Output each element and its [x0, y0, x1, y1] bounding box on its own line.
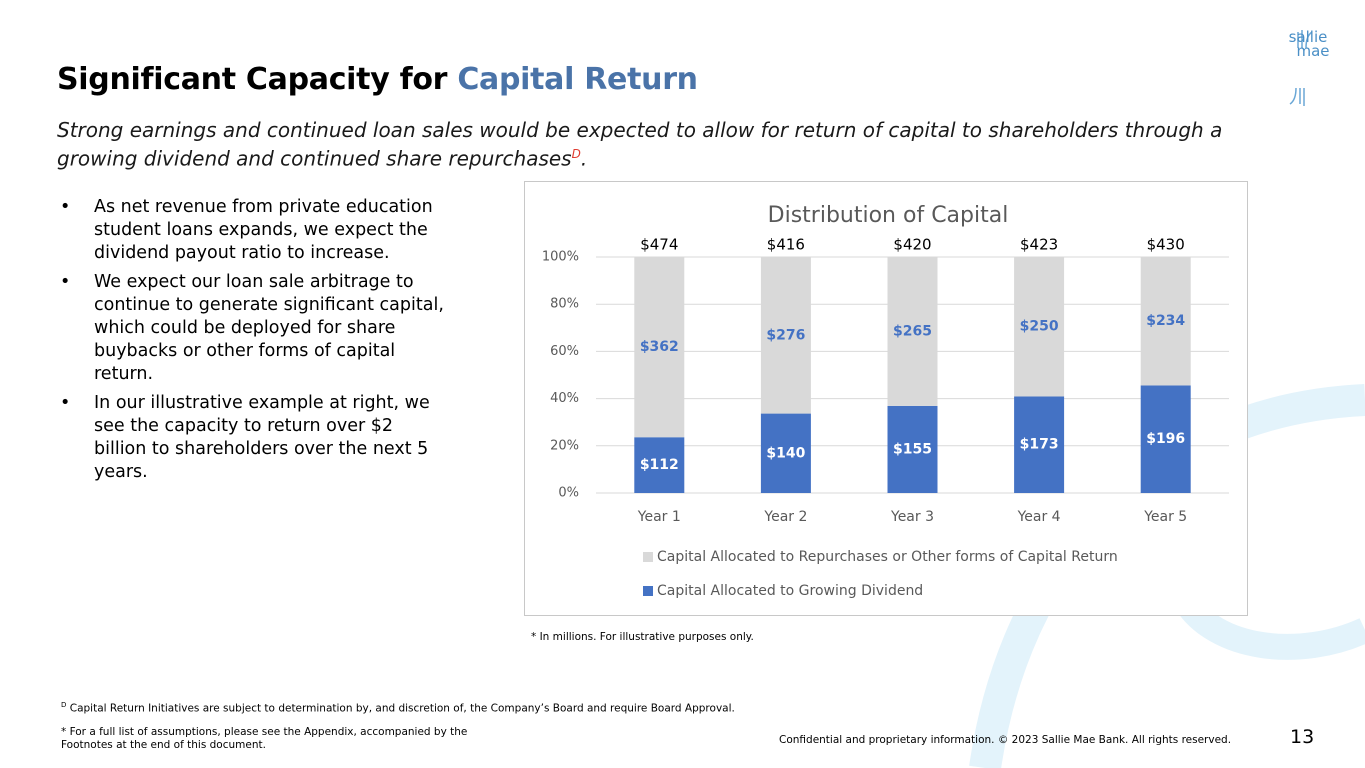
logo: sallie mae [1278, 28, 1338, 60]
y-tick-label: 100% [542, 250, 579, 265]
x-tick-label: Year 1 [637, 509, 681, 525]
chart: Distribution of Capital 0% 20% 40% 60% 80% 10… [542, 203, 1229, 599]
total-label: $420 [893, 236, 931, 254]
bar-segment [887, 257, 938, 406]
bar-segment [760, 413, 811, 493]
data-label: $234 [1146, 313, 1185, 329]
data-label: $155 [893, 441, 932, 457]
footnote: * For a full list of assumptions, please… [61, 726, 468, 751]
y-tick-label: 80% [550, 297, 579, 312]
logo-text: mae [1296, 42, 1330, 60]
data-label: $196 [1146, 431, 1185, 447]
bar-segment [1140, 385, 1191, 493]
total-label: $423 [1020, 236, 1058, 254]
bar-segment [1140, 257, 1191, 386]
data-label: $265 [893, 323, 932, 339]
chart-title: Distribution of Capital [768, 203, 1009, 228]
data-label: $173 [1020, 437, 1059, 453]
bullet: As net revenue from private education st… [58, 196, 448, 265]
x-tick-label: Year 2 [763, 509, 807, 525]
legend-label: Capital Allocated to Growing Dividend [657, 583, 923, 599]
legend-swatch [643, 552, 653, 562]
bar-segment [887, 405, 938, 493]
x-tick-label: Year 4 [1017, 509, 1061, 525]
bar-segment [634, 257, 685, 438]
page-number: 13 [1290, 726, 1315, 748]
data-label: $362 [640, 339, 679, 355]
total-label: $416 [767, 236, 805, 254]
data-label: $112 [640, 457, 679, 473]
bullet: We expect our loan sale arbitrage to con… [58, 271, 448, 386]
total-label: $430 [1147, 236, 1185, 254]
x-tick-label: Year 5 [1143, 509, 1187, 525]
bar-segment [634, 437, 685, 493]
footnote-ref: D [571, 147, 581, 161]
bar-segment [1014, 257, 1065, 397]
legend-swatch [643, 586, 653, 596]
logo-lines [1289, 30, 1313, 106]
footnote-text: Capital Return Initiatives are subject t… [69, 702, 735, 715]
subtitle: Strong earnings and continued loan sales… [57, 118, 1287, 171]
bullet: In our illustrative example at right, we… [58, 392, 448, 484]
y-tick-label: 20% [550, 438, 579, 453]
bar-segment [760, 257, 811, 414]
bar-segment [1014, 396, 1065, 493]
subtitle-text: . [580, 146, 588, 171]
y-tick-label: 40% [550, 391, 579, 406]
legend-label: Capital Allocated to Repurchases or Othe… [657, 549, 1118, 565]
deco-arc [1173, 592, 1365, 660]
footnote: D Capital Return Initiatives are subject… [61, 701, 735, 715]
subtitle-text: Strong earnings and continued loan sales… [57, 118, 1223, 171]
bullet-list: As net revenue from private education st… [58, 196, 448, 490]
x-tick-label: Year 3 [890, 509, 934, 525]
total-label: $474 [640, 236, 678, 254]
y-tick-label: 60% [550, 344, 579, 359]
footnote-mark: D [61, 701, 67, 709]
data-label: $140 [766, 445, 805, 461]
data-label: $276 [766, 327, 805, 343]
title-text: Significant Capacity for [57, 62, 458, 97]
data-label: $250 [1020, 319, 1059, 335]
chart-frame: Distribution of Capital 0% 20% 40% 60% 80% 10… [524, 181, 1248, 616]
slide-title: Significant Capacity for Capital Return [57, 62, 698, 97]
logo-text: sallie [1288, 28, 1328, 46]
y-tick-label: 0% [558, 486, 579, 501]
chart-note: * In millions. For illustrative purposes… [531, 631, 754, 643]
title-highlight: Capital Return [457, 62, 698, 97]
confidential-note: Confidential and proprietary information… [779, 734, 1232, 746]
